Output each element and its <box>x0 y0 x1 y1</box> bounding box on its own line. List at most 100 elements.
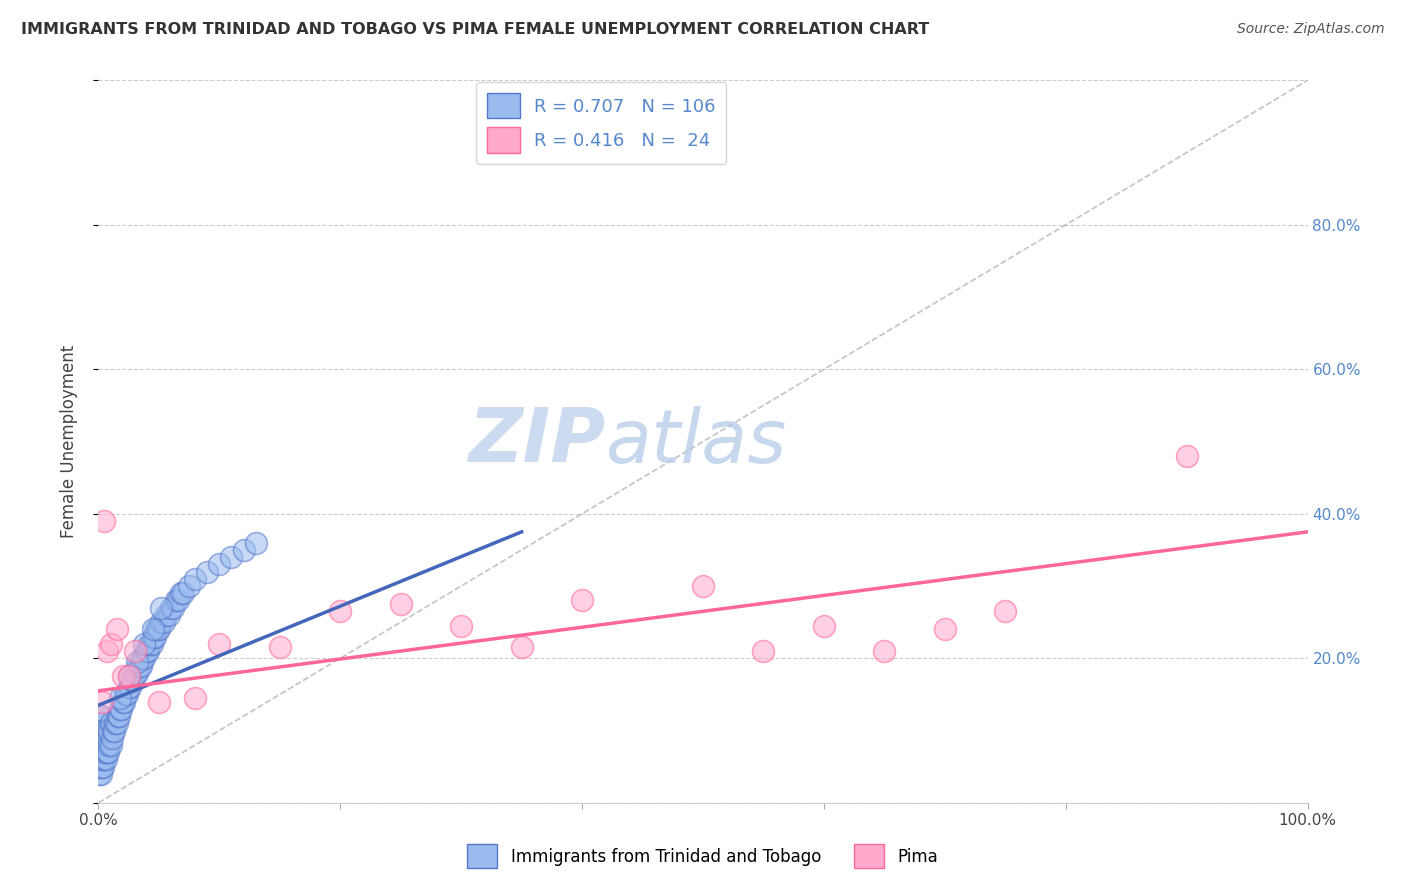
Point <box>104 716 127 731</box>
Y-axis label: Female Unemployment: Female Unemployment <box>59 345 77 538</box>
Point <box>172 586 194 600</box>
Point <box>91 760 114 774</box>
Point <box>232 542 254 557</box>
Point <box>89 731 111 745</box>
Point <box>510 640 533 655</box>
Point <box>269 640 291 655</box>
Point <box>91 731 114 745</box>
Point <box>184 691 207 706</box>
Point <box>114 687 136 701</box>
Point <box>134 637 156 651</box>
Point <box>1175 449 1198 463</box>
Point <box>136 644 159 658</box>
Text: IMMIGRANTS FROM TRINIDAD AND TOBAGO VS PIMA FEMALE UNEMPLOYMENT CORRELATION CHAR: IMMIGRANTS FROM TRINIDAD AND TOBAGO VS P… <box>21 22 929 37</box>
Point <box>101 723 124 738</box>
Point <box>115 687 138 701</box>
Point <box>124 665 146 680</box>
Point <box>90 723 112 738</box>
Point <box>245 535 267 549</box>
Text: ZIP: ZIP <box>470 405 606 478</box>
Point <box>93 745 115 759</box>
Point <box>103 723 125 738</box>
Point <box>91 745 114 759</box>
Point <box>90 752 112 766</box>
Point <box>108 702 131 716</box>
Point <box>93 723 115 738</box>
Point <box>127 665 149 680</box>
Point <box>91 752 114 766</box>
Point <box>157 607 180 622</box>
Point <box>118 680 141 694</box>
Point <box>93 738 115 752</box>
Point <box>91 752 114 766</box>
Point <box>125 665 148 680</box>
Point <box>108 691 131 706</box>
Text: atlas: atlas <box>606 406 787 477</box>
Point <box>94 731 117 745</box>
Point <box>692 579 714 593</box>
Point <box>124 644 146 658</box>
Point <box>107 709 129 723</box>
Point <box>110 702 132 716</box>
Point <box>94 745 117 759</box>
Point <box>146 623 169 637</box>
Legend: Immigrants from Trinidad and Tobago, Pima: Immigrants from Trinidad and Tobago, Pim… <box>461 838 945 875</box>
Point <box>195 565 218 579</box>
Point <box>100 738 122 752</box>
Point <box>994 604 1017 618</box>
Point <box>221 550 243 565</box>
Point <box>143 630 166 644</box>
Point <box>100 731 122 745</box>
Point <box>90 709 112 723</box>
Point <box>118 680 141 694</box>
Point <box>91 738 114 752</box>
Point <box>91 695 114 709</box>
Point <box>127 655 149 669</box>
Point <box>127 658 149 673</box>
Point <box>131 651 153 665</box>
Point <box>873 644 896 658</box>
Point <box>105 623 128 637</box>
Point <box>129 658 152 673</box>
Point <box>89 709 111 723</box>
Point <box>117 687 139 701</box>
Point <box>208 637 231 651</box>
Point <box>89 738 111 752</box>
Point <box>152 615 174 630</box>
Point <box>90 767 112 781</box>
Point <box>90 745 112 759</box>
Point <box>160 600 183 615</box>
Point <box>184 572 207 586</box>
Point <box>121 673 143 687</box>
Point <box>98 738 121 752</box>
Point <box>90 760 112 774</box>
Point <box>89 752 111 766</box>
Point <box>128 658 150 673</box>
Point <box>89 745 111 759</box>
Point <box>91 760 114 774</box>
Point <box>138 637 160 651</box>
Point <box>135 644 157 658</box>
Point <box>135 644 157 658</box>
Point <box>90 738 112 752</box>
Point <box>389 597 412 611</box>
Point <box>142 630 165 644</box>
Point <box>96 644 118 658</box>
Point <box>94 752 117 766</box>
Point <box>150 615 173 630</box>
Point <box>96 738 118 752</box>
Point <box>813 619 835 633</box>
Point <box>87 767 110 781</box>
Text: Source: ZipAtlas.com: Source: ZipAtlas.com <box>1237 22 1385 37</box>
Point <box>571 593 593 607</box>
Point <box>120 673 142 687</box>
Point <box>111 669 134 683</box>
Point <box>148 623 170 637</box>
Point <box>179 579 201 593</box>
Point <box>108 709 131 723</box>
Point <box>111 695 134 709</box>
Point <box>167 593 190 607</box>
Point <box>752 644 775 658</box>
Point <box>97 745 120 759</box>
Point <box>169 586 191 600</box>
